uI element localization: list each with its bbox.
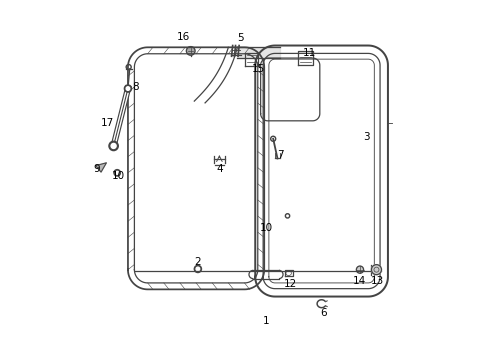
Circle shape: [285, 214, 289, 218]
Text: 6: 6: [320, 308, 326, 318]
Polygon shape: [96, 163, 106, 172]
Circle shape: [126, 87, 129, 90]
Text: 9: 9: [93, 164, 100, 174]
Circle shape: [271, 138, 274, 140]
Text: 14: 14: [352, 276, 365, 286]
Text: 12: 12: [283, 279, 296, 289]
Text: 11: 11: [302, 48, 315, 58]
Circle shape: [196, 267, 199, 271]
Circle shape: [356, 266, 363, 273]
Circle shape: [114, 170, 120, 176]
Text: 4: 4: [216, 164, 222, 174]
Text: 3: 3: [363, 132, 369, 142]
Polygon shape: [237, 47, 280, 58]
Circle shape: [124, 85, 131, 92]
Circle shape: [270, 136, 275, 141]
Text: 10: 10: [259, 224, 272, 233]
Circle shape: [286, 215, 287, 217]
Circle shape: [111, 143, 116, 148]
Text: 2: 2: [194, 257, 201, 267]
Circle shape: [116, 171, 119, 174]
Text: 7: 7: [277, 150, 283, 160]
Circle shape: [194, 265, 201, 273]
Text: 13: 13: [370, 276, 383, 286]
Circle shape: [186, 46, 195, 55]
Text: 15: 15: [252, 64, 265, 74]
Text: 16: 16: [177, 32, 190, 41]
Text: 8: 8: [132, 82, 138, 92]
Circle shape: [371, 265, 381, 275]
Text: 17: 17: [101, 118, 114, 128]
Circle shape: [127, 66, 129, 68]
Text: 5: 5: [237, 33, 244, 43]
Circle shape: [126, 64, 131, 69]
Circle shape: [109, 141, 118, 150]
Text: 10: 10: [111, 171, 124, 181]
Text: 1: 1: [262, 316, 269, 325]
